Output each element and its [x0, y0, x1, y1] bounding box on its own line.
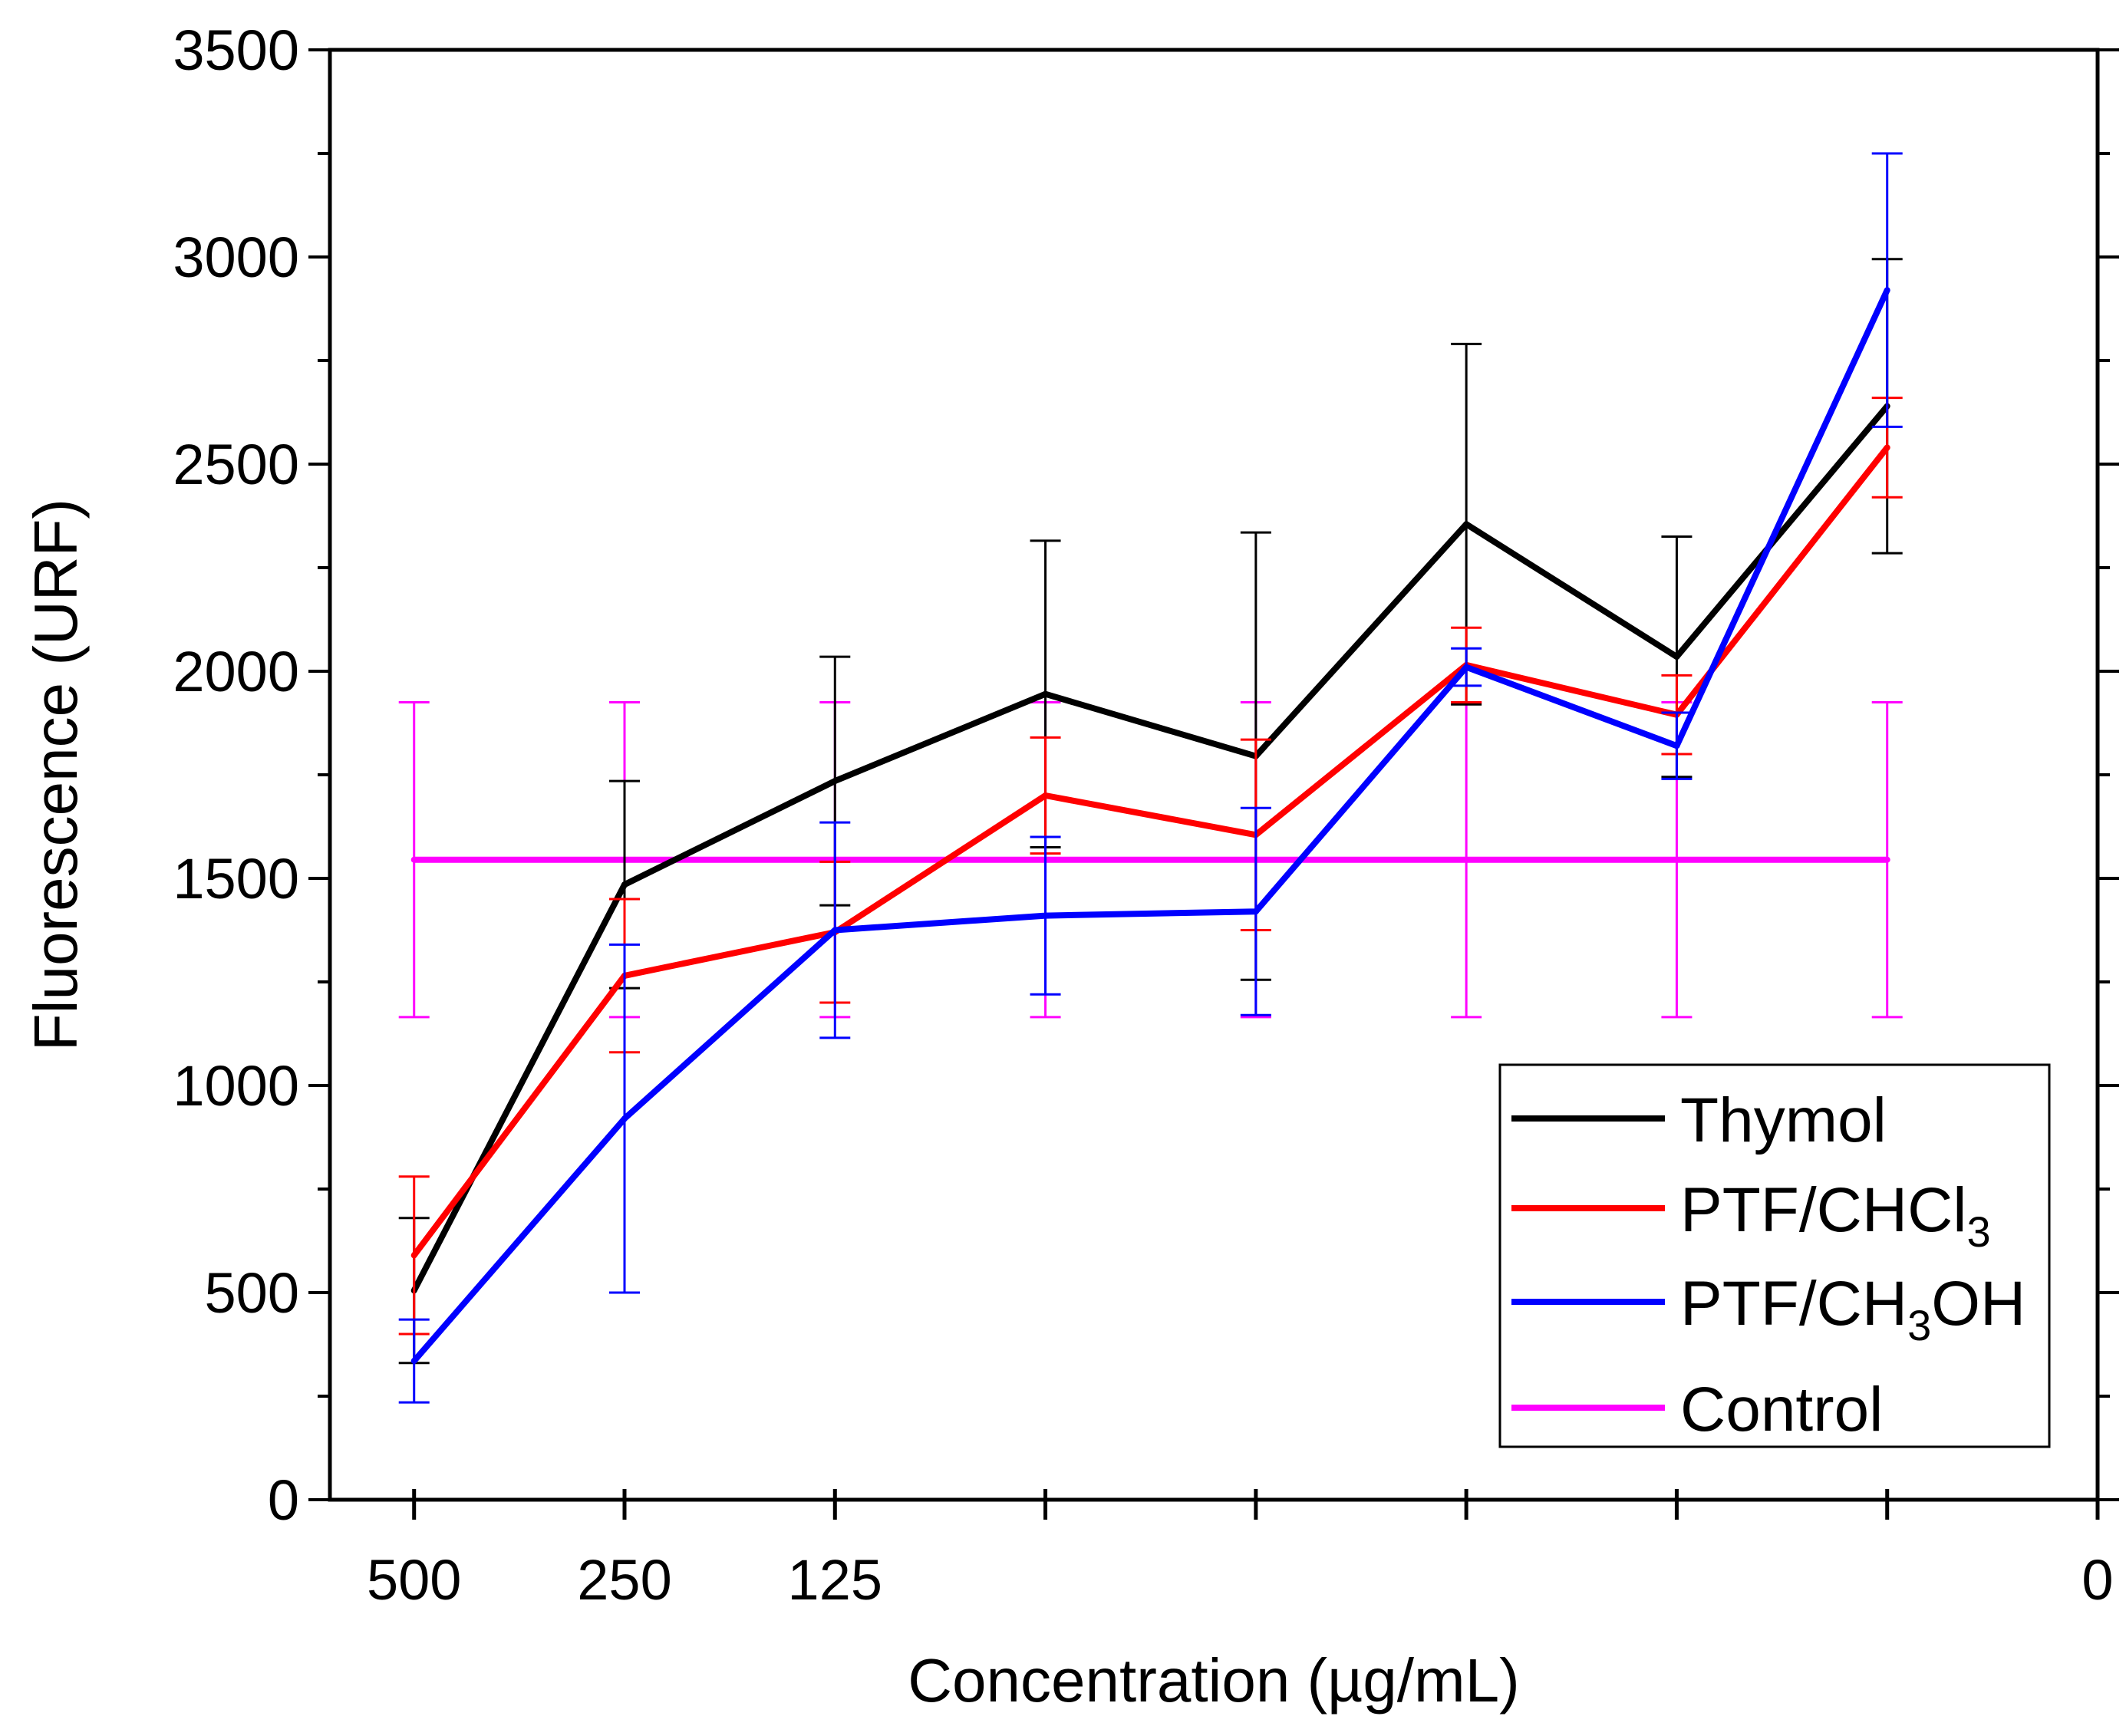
data-point: [1884, 287, 1890, 294]
legend-label: PTF/CH3OH: [1680, 1269, 2025, 1349]
plot-area: [398, 152, 1903, 1404]
y-tick-label: 3500: [173, 18, 299, 82]
series-line: [411, 404, 1890, 1293]
legend-label: Thymol: [1680, 1085, 1887, 1155]
x-tick-label: 500: [367, 1548, 461, 1612]
data-point: [1252, 908, 1259, 915]
data-point: [410, 1252, 417, 1259]
y-tick-label: 0: [268, 1468, 299, 1532]
series-ptf-ch3oh: [398, 152, 1903, 1404]
data-point: [1042, 690, 1049, 697]
legend-label: Control: [1680, 1375, 1883, 1444]
data-point: [1463, 664, 1470, 670]
x-axis-title: Concentration (µg/mL): [908, 1646, 1520, 1715]
data-point: [1042, 792, 1049, 799]
data-point: [1884, 444, 1890, 451]
data-point: [1042, 912, 1049, 919]
data-point: [410, 856, 417, 863]
data-point: [1884, 856, 1890, 863]
legend: Thymol PTF/CHCl3 PTF/CH3OH Control: [1498, 1063, 2051, 1448]
y-tick-label: 2000: [173, 640, 299, 703]
data-point: [1463, 521, 1470, 528]
x-tick-label: 125: [788, 1548, 882, 1612]
y-tick-label: 3000: [173, 226, 299, 289]
data-point: [832, 927, 839, 934]
y-axis: 0 500 1000 1500 2000 2500 3000 3500: [173, 18, 2119, 1532]
y-tick-label: 1500: [173, 847, 299, 911]
data-point: [621, 881, 628, 888]
data-point: [1463, 856, 1470, 863]
series-line: [411, 445, 1890, 1257]
data-point: [832, 778, 839, 785]
data-point: [621, 1115, 628, 1122]
data-point: [410, 1358, 417, 1365]
data-point: [1673, 856, 1680, 863]
y-tick-label: 2500: [173, 433, 299, 496]
x-tick-label: 0: [2082, 1548, 2113, 1612]
x-tick-label: 250: [577, 1548, 671, 1612]
legend-frame: [1498, 1063, 2051, 1448]
y-axis-title: Fluorescence (URF): [21, 499, 90, 1051]
legend-label: PTF/CHCl3: [1680, 1175, 1991, 1256]
y-tick-label: 1000: [173, 1054, 299, 1118]
x-axis: 500 250 125 0: [367, 1489, 2114, 1612]
series-line: [411, 288, 1890, 1363]
data-point: [1673, 743, 1680, 749]
data-point: [1673, 654, 1680, 660]
y-tick-label: 500: [205, 1261, 299, 1325]
